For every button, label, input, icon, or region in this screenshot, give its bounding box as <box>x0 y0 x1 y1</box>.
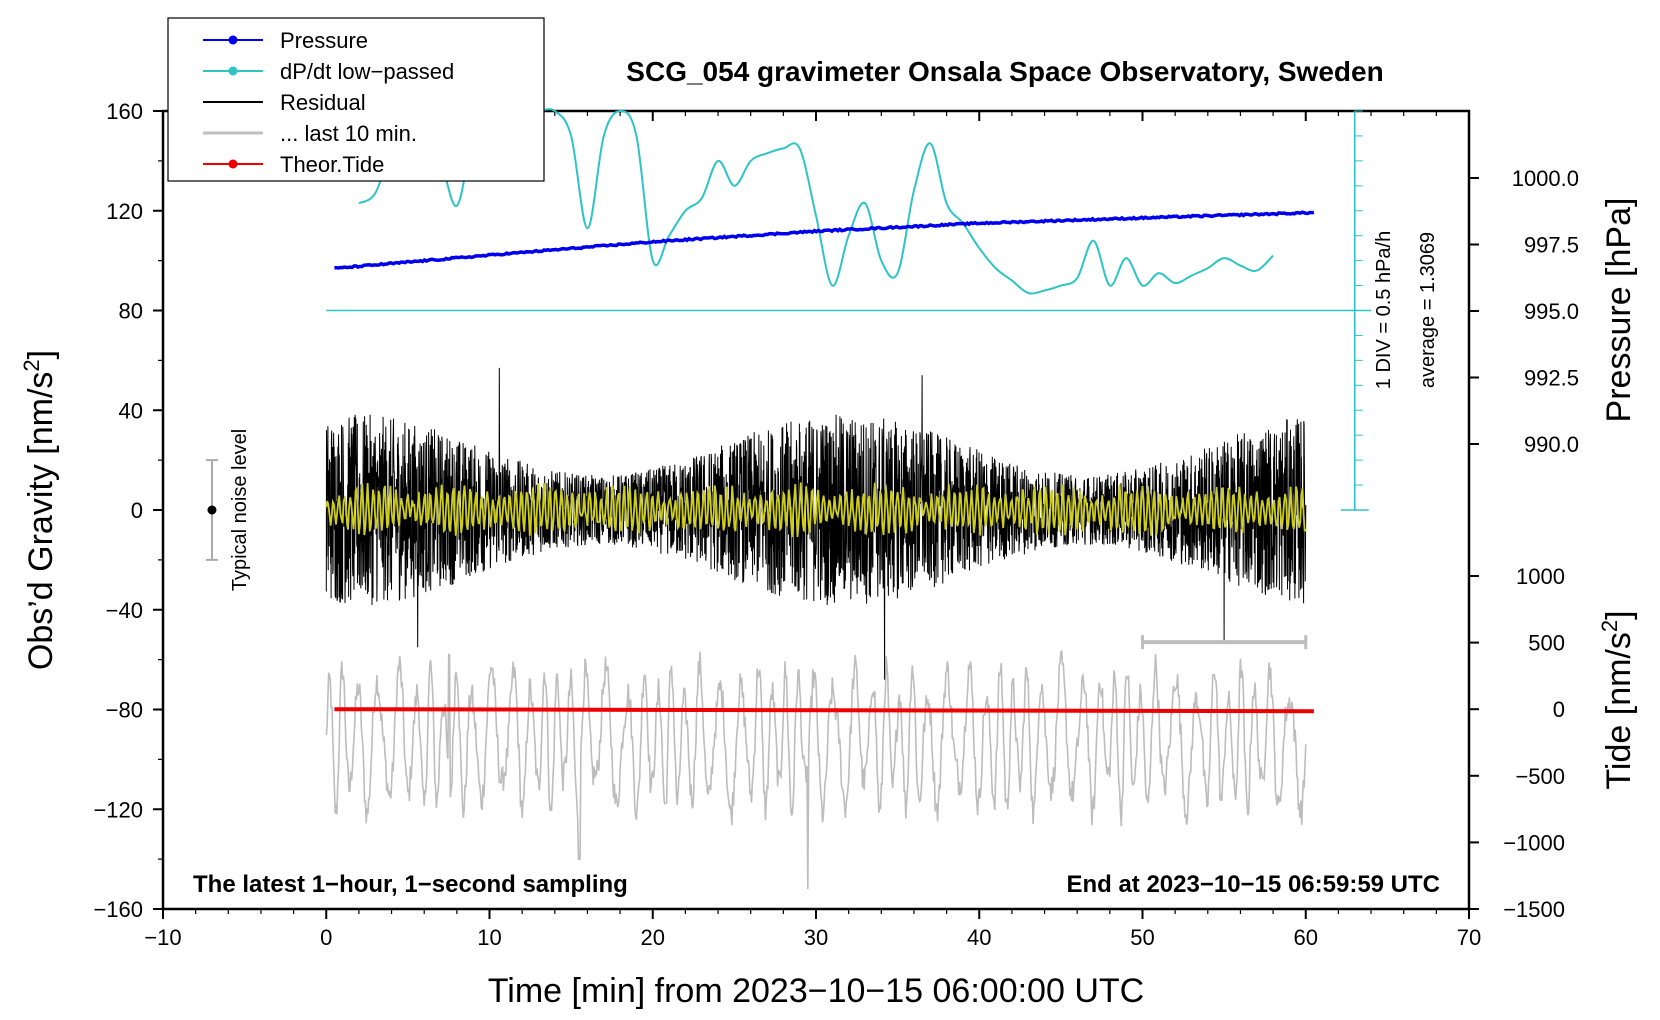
series-residual-filtered <box>325 482 1307 538</box>
x-tick-label: 20 <box>641 925 665 950</box>
x-tick-label: −10 <box>144 925 181 950</box>
legend-item-label: Pressure <box>280 28 368 53</box>
tide-tick-label: 1000 <box>1516 564 1565 589</box>
legend-item-label: ... last 10 min. <box>280 121 417 146</box>
footer-right-note: End at 2023−10−15 06:59:59 UTC <box>1066 871 1440 898</box>
x-tick-label: 50 <box>1130 925 1154 950</box>
pressure-tick-label: 990.0 <box>1524 432 1579 457</box>
noise-level-dot <box>207 505 217 515</box>
noise-level-label: Typical noise level <box>229 429 251 591</box>
x-tick-label: 10 <box>477 925 501 950</box>
legend-swatch-marker <box>228 35 238 45</box>
x-axis: −10 0 10 20 30 40 50 60 70 <box>144 111 1481 950</box>
x-tick-label: 30 <box>804 925 828 950</box>
y-axis-tide: 1000 500 0 −500 −1000 −1500 <box>1469 564 1565 922</box>
y-tick-label: 40 <box>119 398 143 423</box>
x-tick-label: 60 <box>1294 925 1318 950</box>
x-axis-title: Time [min] from 2023−10−15 06:00:00 UTC <box>488 972 1144 1010</box>
tide-tick-label: −500 <box>1515 764 1565 789</box>
series-layer <box>325 108 1315 890</box>
y-axis-left: 160 120 80 40 0 −40 −80 −120 −160 <box>93 99 163 922</box>
chart-title: SCG_054 gravimeter Onsala Space Observat… <box>626 56 1383 87</box>
y-tick-label: −120 <box>93 797 143 822</box>
dpdt-scale-label-1: 1 DIV = 0.5 hPa/h <box>1373 231 1395 389</box>
y-axis-tide-title-end: ] <box>1600 610 1638 619</box>
pressure-tick-label: 992.5 <box>1524 366 1579 391</box>
footer-left-note: The latest 1−hour, 1−second sampling <box>193 871 628 898</box>
y-axis-tide-title-sup: 2 <box>1597 620 1622 632</box>
legend-item-label: dP/dt low−passed <box>280 59 454 84</box>
tide-tick-label: 500 <box>1528 631 1565 656</box>
pressure-tick-label: 995.0 <box>1524 299 1579 324</box>
annotation-layer <box>205 110 1372 650</box>
y-tick-label: 80 <box>119 299 143 324</box>
tide-tick-label: −1000 <box>1503 830 1565 855</box>
x-tick-label: 40 <box>967 925 991 950</box>
y-tick-label: −40 <box>106 598 143 623</box>
y-axis-left-title-sup: 2 <box>19 359 44 371</box>
y-tick-label: −80 <box>106 698 143 723</box>
y-tick-label: 120 <box>106 199 143 224</box>
series-last-10-min <box>325 649 1307 890</box>
series-pressure <box>334 210 1315 270</box>
legend-swatch-marker <box>228 66 238 76</box>
x-tick-label: 70 <box>1457 925 1481 950</box>
pressure-tick-label: 1000.0 <box>1512 166 1579 191</box>
y-axis-pressure: 1000.0 997.5 995.0 992.5 990.0 <box>1469 166 1579 457</box>
y-axis-left-title: Obs’d Gravity [nm/s2] <box>19 350 60 670</box>
y-axis-tide-title: Tide [nm/s2] <box>1597 610 1638 789</box>
pressure-tick-label: 997.5 <box>1524 233 1579 258</box>
y-axis-left-title-main: Obs’d Gravity [nm/s <box>22 372 60 671</box>
y-axis-tide-title-main: Tide [nm/s <box>1600 632 1638 789</box>
legend-box <box>167 17 545 182</box>
y-tick-label: 160 <box>106 99 143 124</box>
dpdt-scale-label-2: average = 1.3069 <box>1417 232 1439 388</box>
legend-item-label: Theor.Tide <box>280 152 384 177</box>
y-axis-pressure-title: Pressure [hPa] <box>1600 198 1638 423</box>
legend: Pressure dP/dt low−passed Residual ... last… <box>167 17 545 182</box>
y-tick-label: 0 <box>131 498 143 523</box>
y-axis-left-title-end: ] <box>22 350 60 359</box>
series-theor-tide <box>334 707 1314 714</box>
legend-item-label: Residual <box>280 90 366 115</box>
tide-tick-label: 0 <box>1553 697 1565 722</box>
series-residual <box>325 367 1307 680</box>
x-tick-label: 0 <box>320 925 332 950</box>
tide-tick-label: −1500 <box>1503 897 1565 922</box>
legend-swatch-marker <box>228 159 238 169</box>
y-tick-label: −160 <box>93 897 143 922</box>
